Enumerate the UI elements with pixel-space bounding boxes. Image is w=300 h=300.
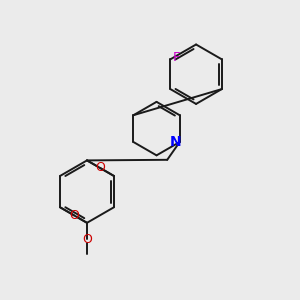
- Text: O: O: [69, 209, 79, 222]
- Text: O: O: [82, 233, 92, 246]
- Text: N: N: [170, 135, 182, 149]
- Text: O: O: [95, 161, 105, 174]
- Text: F: F: [173, 51, 181, 64]
